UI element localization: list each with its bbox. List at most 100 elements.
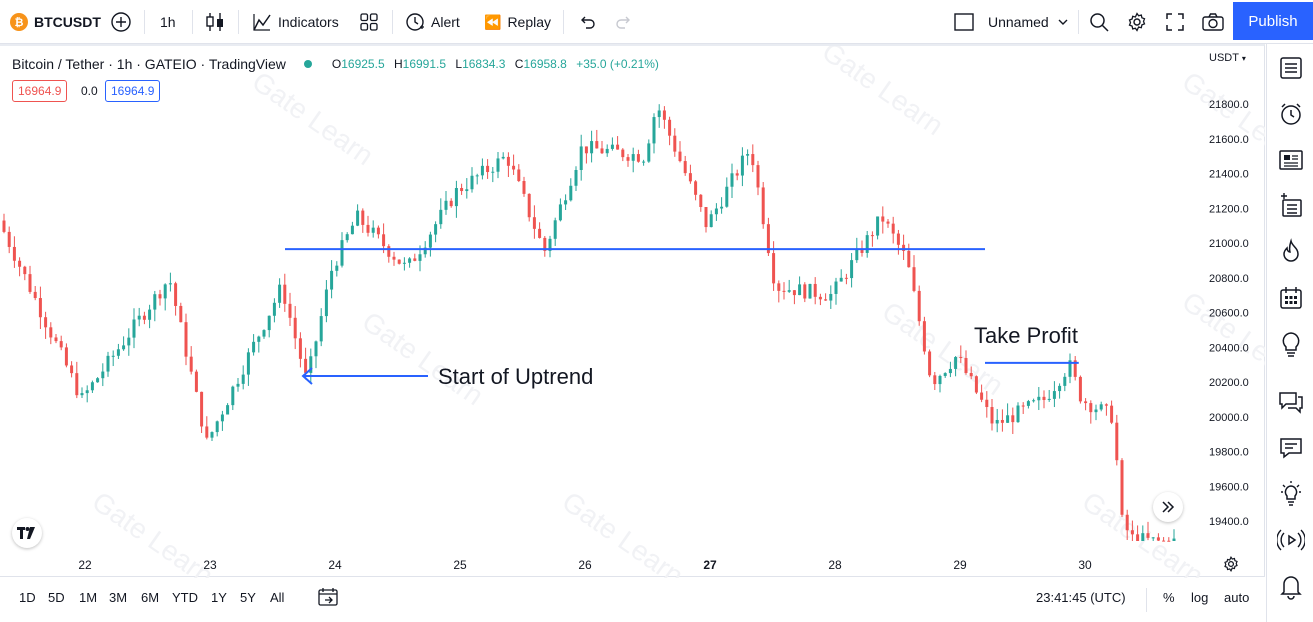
candle-body [1130,530,1134,535]
candle-body [111,355,115,357]
candle-body [855,248,859,261]
range-button-1d[interactable]: 1D [19,590,36,605]
time-tick-label: 25 [453,558,467,572]
settings-button[interactable] [1127,0,1147,44]
range-button-6m[interactable]: 6M [141,590,160,605]
auto-toggle[interactable]: auto [1224,590,1250,605]
change-value: +35.0 (+0.21%) [576,57,659,71]
candle-body [278,284,282,303]
candle-body [595,141,599,149]
replay-button[interactable]: ⏪ Replay [484,0,551,44]
candle-body [990,407,994,424]
candle-body [33,291,37,299]
candle-body [1110,405,1114,423]
chart-pane[interactable]: Gate Learn Gate Learn Gate Learn Gate Learn… [0,44,1265,579]
price-axis[interactable]: 21800.0 21600.0 21400.0 21200.0 21000.0 20800… [1209,99,1249,528]
compare-button[interactable] [110,0,132,44]
buy-price-box[interactable]: 16964.9 [105,80,161,102]
layout-button[interactable]: Unnamed [954,0,1069,44]
log-toggle[interactable]: log [1191,590,1209,605]
chart-type-button[interactable] [205,0,225,44]
percent-toggle[interactable]: % [1163,590,1175,605]
ideas-button[interactable] [1277,330,1305,358]
candle-body [1162,540,1166,542]
candle-body [522,181,526,194]
notifications-button[interactable] [1277,572,1305,600]
candle-body [631,154,635,161]
chats-button[interactable] [1277,388,1305,416]
candle-body [215,421,219,433]
indicators-button[interactable]: Indicators [252,0,339,44]
candle-body [376,227,380,235]
scroll-to-realtime-button[interactable] [1153,492,1183,522]
candle-body [496,158,500,172]
candle-body [356,210,360,226]
candle-body [205,426,209,438]
time-axis-settings-button[interactable] [1223,555,1239,577]
candle-body [101,371,105,379]
watermark-text: Gate Learn [1177,66,1265,172]
watermark-text: Gate Learn [357,306,490,412]
legend-title: Bitcoin / Tether · 1h · GATEIO · Trading… [12,56,286,72]
candle-body [506,156,510,166]
watermark-text: Gate Learn [877,296,1010,402]
uptrend-label[interactable]: Start of Uptrend [438,364,593,389]
news-icon [1279,150,1303,170]
range-button-1y[interactable]: 1Y [211,590,227,605]
tips-button[interactable] [1277,480,1305,508]
candle-body [1089,403,1093,413]
range-button-3m[interactable]: 3M [109,590,128,605]
range-button-5d[interactable]: 5D [48,590,65,605]
candle-body [96,378,100,383]
range-button-1m[interactable]: 1M [79,590,98,605]
price-tick-label: 21200.0 [1209,203,1249,215]
candle-body [824,299,828,301]
gear-icon [1128,12,1146,32]
news-button[interactable] [1277,146,1305,174]
candle-body [1032,400,1036,402]
streams-button[interactable] [1276,526,1306,554]
fullscreen-button[interactable] [1166,0,1184,44]
range-button-all[interactable]: All [270,590,285,605]
publish-button[interactable]: Publish [1233,2,1313,40]
candle-body [475,175,479,177]
candle-body [272,302,276,316]
currency-selector[interactable]: USDT ▾ [1209,52,1246,64]
search-button[interactable] [1089,0,1109,44]
candle-body [642,161,646,163]
candle-body [220,414,224,422]
candle-body [132,319,136,338]
interval-button[interactable]: 1h [160,14,176,30]
range-button-5y[interactable]: 5Y [240,590,256,605]
calendar-icon [1280,287,1302,309]
candle-body [194,371,198,392]
goto-date-button[interactable] [318,588,338,611]
price-chart[interactable]: Gate Learn Gate Learn Gate Learn Gate Learn… [0,46,1265,579]
range-button-ytd[interactable]: YTD [172,590,198,605]
data-window-button[interactable] [1277,192,1305,220]
snapshot-button[interactable] [1202,0,1224,44]
alerts-button[interactable] [1277,100,1305,128]
sell-price-box[interactable]: 16964.9 [12,80,68,102]
templates-button[interactable] [360,0,378,44]
candle-body [179,305,183,323]
grid-icon [360,13,378,31]
take-profit-label[interactable]: Take Profit [974,323,1078,348]
candle-body [2,220,6,232]
candle-body [787,290,791,292]
utc-clock[interactable]: 23:41:45 (UTC) [1036,590,1126,605]
rewind-icon: ⏪ [484,13,502,30]
alert-button[interactable]: Alert [405,0,460,44]
hotlists-button[interactable] [1277,238,1305,266]
calendar-button[interactable] [1277,284,1305,312]
messages-button[interactable] [1277,434,1305,462]
candle-body [574,169,578,186]
candle-body [18,260,22,267]
candle-body [231,386,235,406]
symbol-search-button[interactable]: ₿ BTCUSDT [10,0,101,44]
watchlist-button[interactable] [1277,54,1305,82]
redo-button[interactable] [615,0,633,44]
time-axis[interactable]: 22 23 24 25 26 27 28 29 30 [78,558,1092,572]
undo-button[interactable] [578,0,596,44]
candle-body [948,368,952,374]
